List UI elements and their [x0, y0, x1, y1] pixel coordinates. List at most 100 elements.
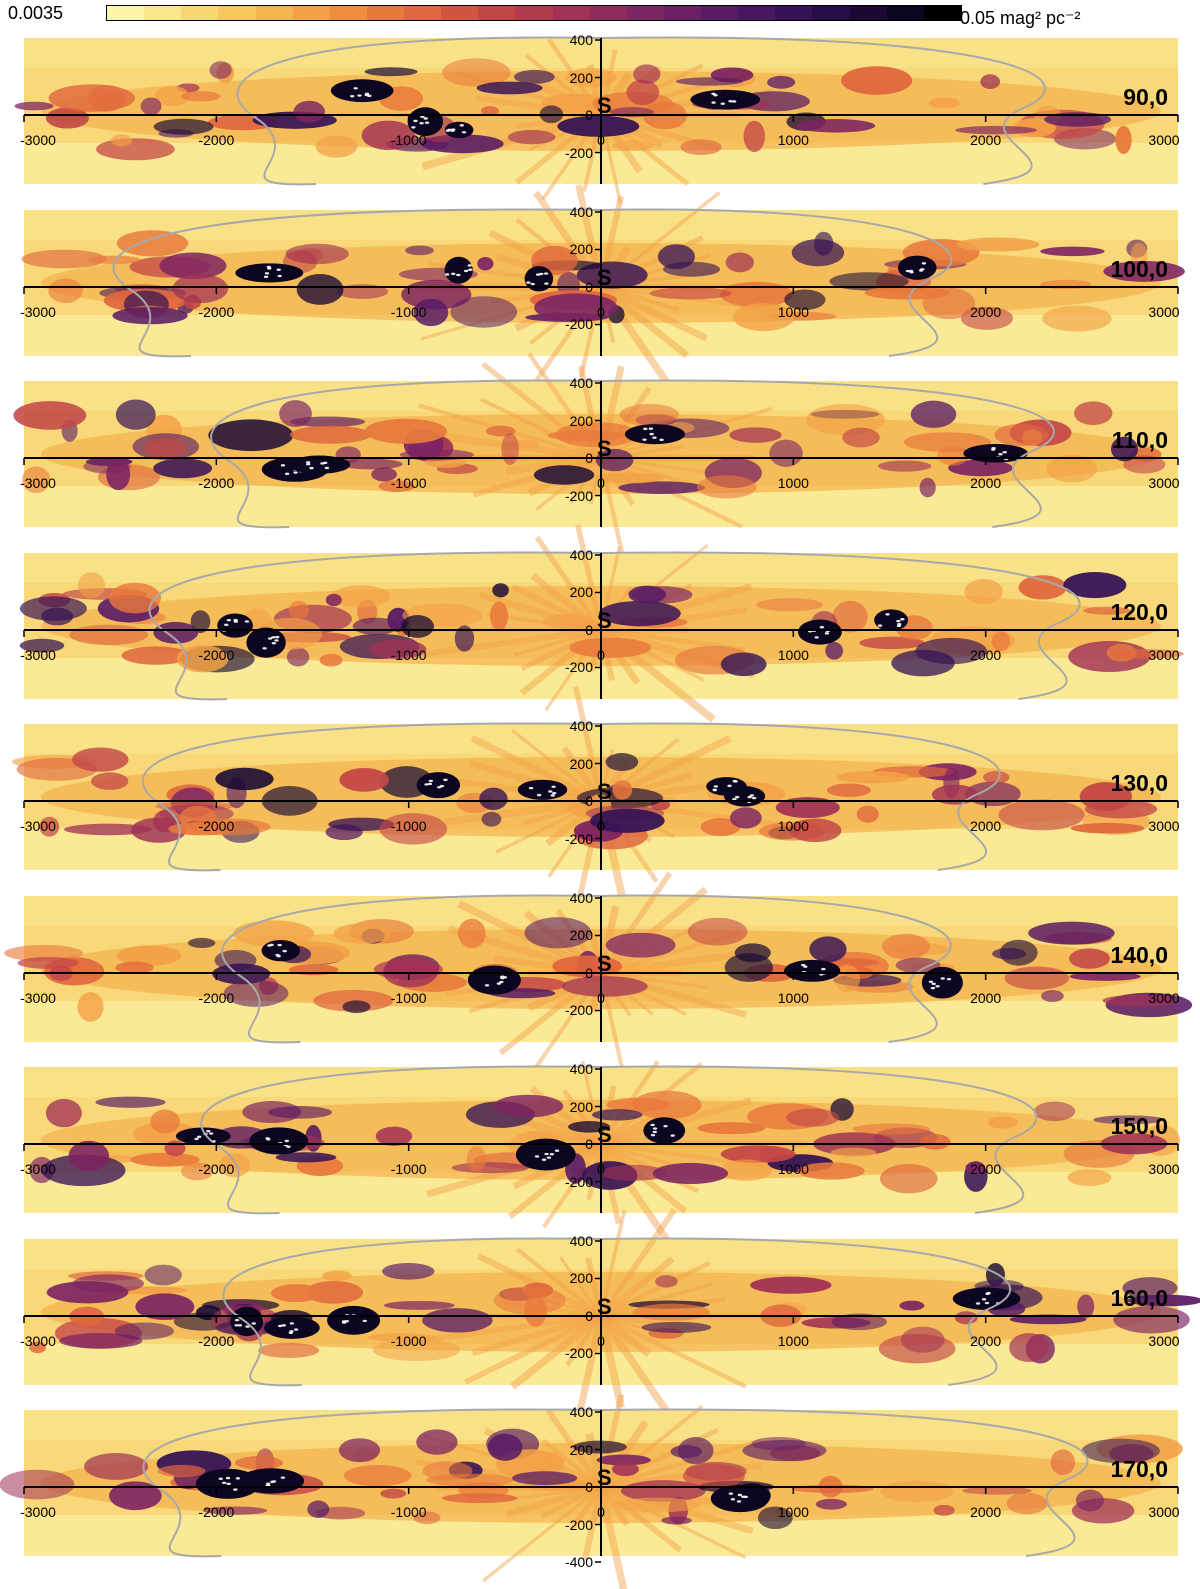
dust-cloud: [1109, 648, 1184, 659]
dust-cloud: [383, 1300, 455, 1310]
dust-cloud: [632, 1090, 702, 1120]
core-dot: [263, 275, 269, 278]
dust-cloud: [279, 400, 312, 428]
dust-cloud: [1063, 571, 1127, 598]
dust-cloud: [293, 100, 325, 123]
core-dot: [1002, 451, 1007, 454]
dust-cloud: [184, 818, 271, 836]
dust-cloud: [378, 480, 415, 493]
y-tick-label: 400: [569, 1061, 593, 1077]
dust-cloud: [910, 400, 957, 428]
dense-core: [246, 627, 286, 658]
dust-cloud: [641, 1321, 712, 1333]
panel-longitude-label: 140,0: [1110, 941, 1168, 968]
core-dot: [282, 949, 287, 952]
dust-cloud: [1070, 822, 1145, 834]
colorbar-step: [255, 6, 293, 20]
dust-cloud: [176, 644, 229, 672]
core-dot: [244, 619, 250, 623]
x-tick-label: -2000: [198, 989, 235, 1006]
core-dot: [985, 1292, 990, 1295]
core-dot: [484, 983, 490, 987]
core-dot: [274, 638, 279, 642]
dust-cloud: [612, 140, 654, 151]
dust-cloud: [955, 237, 1040, 251]
core-dot: [648, 427, 654, 430]
x-tick-label: 2000: [970, 1504, 1002, 1520]
map-panel: -3000 -2000 -1000 0 1000 2000 3000 400 200 0 -200 S…: [13, 352, 1180, 572]
core-dot: [554, 1149, 560, 1152]
ray: [599, 1113, 658, 1148]
dust-cloud: [1102, 994, 1175, 1007]
core-dot: [824, 631, 830, 635]
colorbar-step: [886, 6, 924, 20]
ray: [599, 1260, 711, 1318]
core-dot: [293, 1327, 299, 1331]
y-tick-label: 200: [569, 412, 593, 429]
core-dot: [712, 788, 717, 791]
dust-cloud: [652, 1162, 729, 1184]
dust-cloud: [422, 1461, 473, 1481]
dust-cloud: [557, 115, 640, 137]
core-dot: [208, 1132, 214, 1135]
x-tick-label: 2000: [970, 1332, 1002, 1349]
dust-cloud: [633, 64, 661, 85]
dust-cloud: [1113, 1305, 1190, 1333]
panel-longitude-label: 130,0: [1110, 770, 1168, 796]
dust-cloud: [115, 961, 154, 974]
dust-cloud: [441, 1493, 518, 1504]
boundary-contour: [210, 379, 1055, 529]
y-tick-label: 400: [569, 718, 593, 734]
dust-cloud: [544, 311, 566, 320]
dust-cloud: [116, 229, 189, 256]
y-tick-label: 200: [569, 927, 593, 943]
core-dot: [423, 117, 428, 120]
core-dot: [814, 635, 819, 639]
ray: [541, 1438, 603, 1489]
dust-cloud: [413, 298, 449, 326]
core-dot: [309, 466, 314, 470]
core-dot: [450, 128, 456, 131]
colorbar-step: [404, 6, 442, 20]
dust-cloud: [815, 1498, 847, 1510]
dust-cloud: [1033, 1101, 1076, 1122]
dust-cloud: [46, 1280, 129, 1303]
x-tick-label: -3000: [20, 1504, 56, 1520]
dust-cloud: [325, 593, 342, 606]
dust-cloud: [542, 613, 595, 629]
dense-core: [327, 1305, 381, 1335]
x-tick-label: -3000: [20, 1161, 56, 1177]
boundary-contour: [200, 1065, 1038, 1215]
colorbar-step: [329, 6, 367, 20]
ray: [598, 886, 709, 976]
x-tick-label: 2000: [970, 132, 1002, 148]
dust-cloud: [696, 475, 757, 499]
dust-cloud: [992, 947, 1027, 960]
sun-label: S: [597, 93, 612, 118]
dust-cloud: [466, 1146, 487, 1172]
map-panel: -3000 -2000 -1000 0 1000 2000 3000 400 200 0 -200 S…: [14, 32, 1180, 204]
ray: [597, 1313, 670, 1413]
core-dot: [643, 427, 648, 431]
dust-cloud: [59, 1332, 143, 1349]
core-dot: [940, 976, 945, 980]
x-tick-label: -2000: [198, 818, 235, 834]
dense-core: [444, 121, 474, 139]
panel-svg: [12, 685, 1179, 907]
x-tick-label: 1000: [777, 989, 809, 1006]
dust-cloud: [928, 97, 960, 109]
ray: [600, 948, 754, 977]
dust-cloud: [1046, 454, 1098, 483]
colorbar-max-label: 0.05 mag² pc⁻²: [960, 8, 1081, 28]
dust-cloud: [813, 231, 834, 256]
dust-cloud: [150, 1109, 180, 1134]
dust-cloud: [153, 458, 213, 479]
panel-longitude-label: 170,0: [1110, 1456, 1168, 1482]
dust-cloud: [501, 433, 519, 466]
core-dot: [930, 986, 936, 989]
ray: [569, 1485, 604, 1531]
core-dot: [975, 1301, 981, 1305]
ray: [599, 1313, 747, 1389]
y-tick-label: -200: [564, 1345, 593, 1361]
x-tick-label: -3000: [20, 818, 56, 834]
